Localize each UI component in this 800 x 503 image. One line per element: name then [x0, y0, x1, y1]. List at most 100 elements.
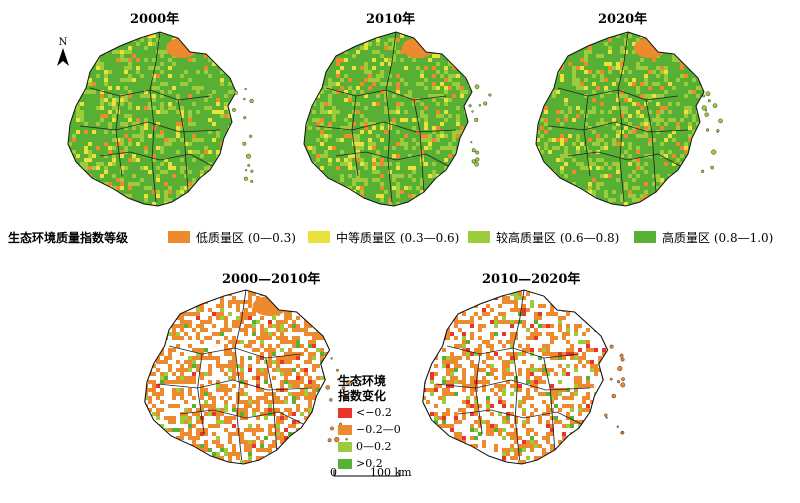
- county-boundary: [115, 95, 123, 177]
- island: [604, 413, 608, 417]
- county-boundary: [149, 31, 161, 91]
- county-boundary: [234, 289, 247, 349]
- island: [700, 169, 705, 173]
- change-legend-item-strong-increase: >0.2: [338, 457, 418, 472]
- island: [707, 99, 711, 103]
- county-boundary: [315, 121, 457, 133]
- county-boundary: [197, 353, 205, 435]
- island: [249, 134, 253, 138]
- change-swatch-increase: [338, 442, 352, 452]
- panel-title-2000: 2000年: [130, 12, 180, 27]
- county-boundary: [543, 357, 556, 451]
- island: [605, 416, 608, 419]
- map-2020: [535, 31, 723, 207]
- urban-area: [166, 38, 198, 58]
- island: [327, 438, 332, 443]
- change-legend-heading-1: 生态环境: [338, 374, 387, 388]
- island: [620, 431, 623, 434]
- island: [483, 101, 488, 106]
- island: [242, 141, 247, 146]
- island: [329, 398, 333, 402]
- county-boundary: [234, 347, 243, 461]
- scale-bar: 0 100 km: [330, 466, 412, 498]
- county-boundary: [335, 151, 449, 167]
- island: [474, 84, 480, 90]
- island: [718, 118, 723, 124]
- quality-legend: 生态环境质量指数等级 低质量区 (0—0.3) 中等质量区 (0.3—0.6) …: [8, 228, 792, 246]
- change-label-increase: 0—0.2: [356, 440, 392, 453]
- north-arrow-label: N: [59, 37, 68, 48]
- county-boundary: [475, 353, 483, 435]
- island: [711, 149, 717, 155]
- quality-swatch-low: [168, 231, 190, 243]
- province-outline: [422, 289, 609, 465]
- quality-swatch-high: [468, 231, 490, 243]
- island: [336, 368, 339, 372]
- change-label-strong-increase: >0.2: [356, 457, 383, 470]
- county-boundary: [645, 99, 657, 193]
- island: [621, 377, 625, 381]
- province-outline: [535, 31, 705, 207]
- island: [471, 148, 476, 153]
- map-2000: [67, 31, 254, 207]
- island: [250, 179, 254, 183]
- county-boundary: [179, 409, 304, 425]
- island: [245, 169, 248, 172]
- island: [337, 378, 340, 381]
- quality-legend-heading: 生态环境质量指数等级: [8, 231, 129, 245]
- panel-title-2010: 2010年: [366, 12, 416, 27]
- island: [609, 377, 613, 381]
- county-boundary: [177, 99, 189, 193]
- map-change-2010-2020: [422, 289, 626, 465]
- island: [250, 169, 254, 173]
- quality-swatch-very-high: [634, 231, 656, 243]
- island: [468, 104, 472, 108]
- island: [474, 162, 479, 167]
- north-arrow: N: [54, 36, 72, 68]
- island: [716, 129, 720, 133]
- island: [341, 386, 346, 391]
- panel-title-2010-2020: 2010—2020年: [482, 272, 581, 287]
- island: [330, 357, 333, 360]
- county-boundary: [567, 151, 681, 167]
- island: [620, 382, 626, 388]
- island: [702, 94, 706, 98]
- change-swatch-strong-decrease: [338, 408, 352, 418]
- island: [620, 357, 625, 362]
- quality-label-low: 低质量区 (0—0.3): [196, 231, 296, 245]
- island: [330, 426, 334, 431]
- change-swatch-strong-increase: [338, 459, 352, 469]
- island: [244, 87, 247, 91]
- county-boundary: [265, 357, 278, 451]
- island: [474, 117, 479, 122]
- island: [346, 380, 351, 385]
- island: [246, 153, 252, 159]
- island: [232, 108, 236, 112]
- island: [243, 116, 247, 120]
- island: [609, 344, 614, 349]
- map-change-2000-2010: [144, 289, 351, 465]
- province-outline: [67, 31, 237, 207]
- island: [619, 353, 624, 358]
- quality-label-medium: 中等质量区 (0.3—0.6): [336, 231, 460, 245]
- island: [704, 112, 709, 117]
- county-boundary: [413, 99, 425, 193]
- province-outline: [303, 31, 473, 207]
- map-2010: [303, 31, 492, 207]
- panel-title-2000-2010: 2000—2010年: [222, 272, 321, 287]
- island: [345, 438, 348, 441]
- island: [334, 437, 340, 443]
- urban-area: [402, 38, 434, 58]
- island: [488, 93, 492, 97]
- county-boundary: [617, 31, 629, 91]
- county-boundary: [457, 409, 582, 425]
- change-legend-item-decrease: −0.2—0: [338, 423, 418, 438]
- island: [710, 165, 715, 170]
- change-legend-item-strong-decrease: <−0.2: [338, 406, 418, 421]
- change-legend: 生态环境 指数变化 <−0.2 −0.2—0 0—0.2 >0.2: [338, 374, 418, 472]
- island: [475, 157, 480, 162]
- change-label-strong-decrease: <−0.2: [356, 406, 392, 419]
- county-boundary: [583, 95, 591, 177]
- county-boundary: [99, 151, 213, 167]
- island: [706, 128, 710, 132]
